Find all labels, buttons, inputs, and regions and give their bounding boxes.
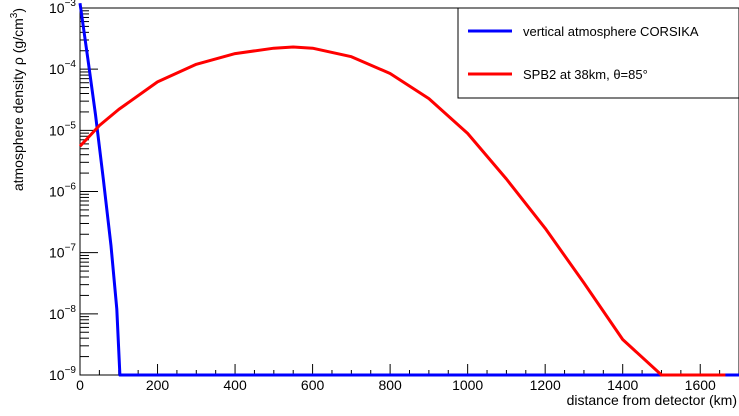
y-axis: 10−910−810−710−610−510−410−3	[49, 0, 98, 383]
legend-box	[457, 7, 739, 99]
series-line-0	[78, 2, 739, 377]
y-tick-base: 10	[49, 306, 65, 322]
x-tick-label: 800	[378, 377, 402, 393]
y-tick-label: 10−7	[49, 243, 76, 261]
x-tick-label: 400	[223, 377, 247, 393]
y-tick-base: 10	[49, 61, 65, 77]
y-tick-exponent: −8	[65, 304, 77, 315]
y-tick-label: 10−9	[49, 365, 76, 383]
x-tick-label: 1000	[452, 377, 483, 393]
x-tick-label: 1200	[530, 377, 561, 393]
y-tick-label: 10−3	[49, 0, 76, 16]
series-lines	[78, 2, 739, 377]
y-tick-label: 10−8	[49, 304, 76, 322]
legend: vertical atmosphere CORSIKA SPB2 at 38km…	[457, 7, 739, 99]
y-axis-title-tail: )	[10, 8, 26, 13]
series-line-1	[78, 45, 726, 377]
x-axis-title: distance from detector (km)	[567, 392, 737, 408]
legend-label-spb2: SPB2 at 38km, θ=85°	[523, 67, 648, 82]
y-tick-base: 10	[49, 122, 65, 138]
y-tick-exponent: −4	[65, 59, 77, 70]
y-tick-exponent: −7	[65, 243, 77, 254]
y-tick-exponent: −5	[65, 120, 77, 131]
y-axis-title-sup: 3	[9, 12, 20, 18]
x-tick-label: 0	[76, 377, 84, 393]
y-tick-base: 10	[49, 0, 65, 16]
y-tick-base: 10	[49, 184, 65, 200]
x-tick-label: 1600	[685, 377, 716, 393]
legend-label-corsika: vertical atmosphere CORSIKA	[523, 24, 699, 39]
x-tick-label: 600	[301, 377, 325, 393]
y-tick-exponent: −3	[65, 0, 77, 9]
x-tick-label: 200	[146, 377, 170, 393]
y-tick-exponent: −9	[65, 365, 77, 376]
y-tick-base: 10	[49, 367, 65, 383]
y-tick-exponent: −6	[65, 182, 77, 193]
y-axis-title: atmosphere density ρ (g/cm3)	[9, 8, 26, 191]
y-tick-label: 10−4	[49, 59, 76, 77]
y-tick-label: 10−6	[49, 182, 76, 200]
x-axis: 0 200 400 600 800 1000 1200 1400 1600	[76, 364, 721, 393]
y-axis-title-main: atmosphere density ρ (g/cm	[10, 18, 26, 191]
y-tick-label: 10−5	[49, 120, 76, 138]
y-tick-base: 10	[49, 245, 65, 261]
x-tick-label: 1400	[607, 377, 638, 393]
